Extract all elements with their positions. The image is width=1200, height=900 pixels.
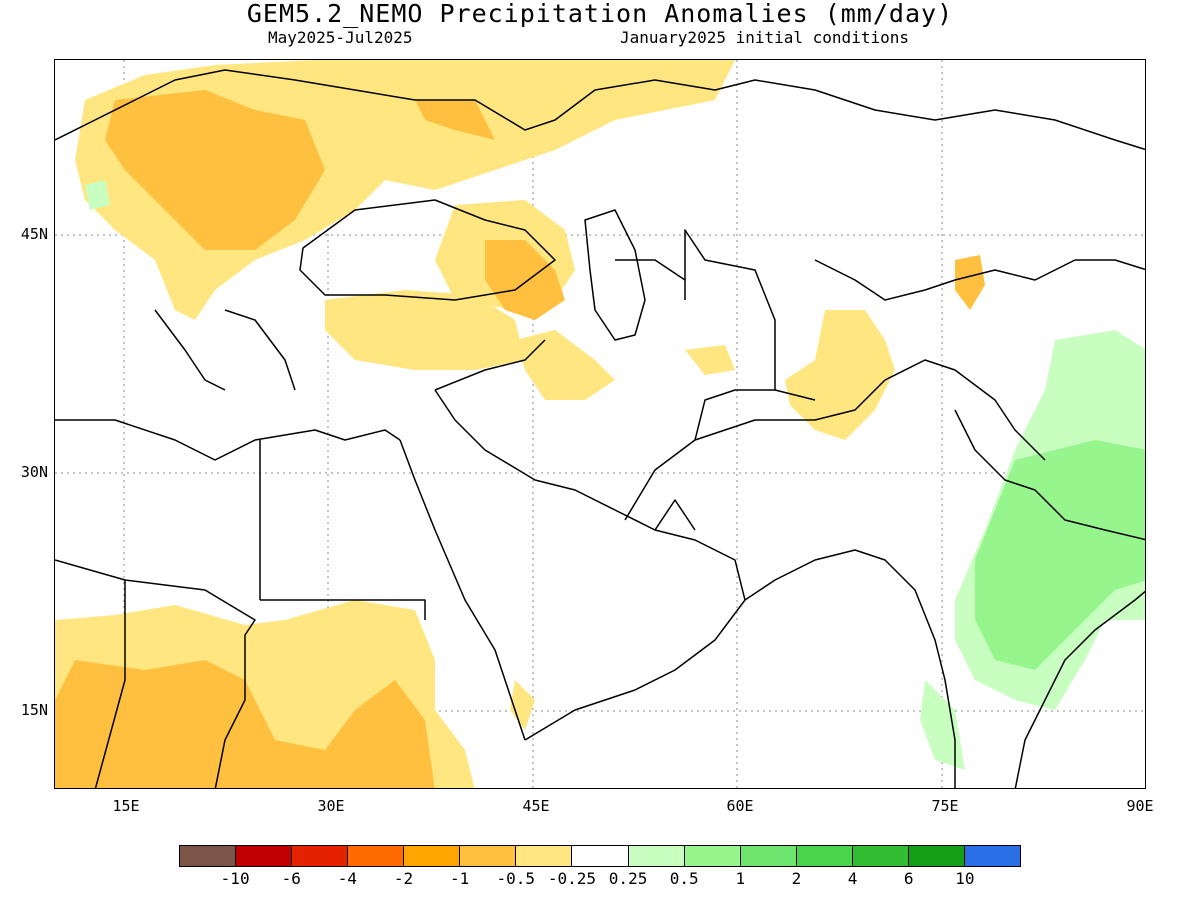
color-swatch-5 [460,846,517,866]
color-legend-tick: 2 [791,869,802,888]
color-swatch-7 [572,846,629,866]
color-legend-tick: -1 [450,869,470,888]
color-legend-tick: 0.5 [669,869,699,888]
map-title: GEM5.2_NEMO Precipitation Anomalies (mm/… [246,0,954,28]
color-swatch-3 [348,846,405,866]
color-legend-tick: -6 [281,869,301,888]
lat-label-15n: 15N [20,701,48,719]
lon-label-75e: 75E [931,797,959,815]
color-swatch-11 [796,846,853,866]
wet-anomaly-medium [975,440,1145,670]
color-legend-tick: -10 [220,869,250,888]
color-legend-tick: -0.5 [496,869,536,888]
color-swatch-0 [180,846,237,866]
lat-label-30n: 30N [20,463,48,481]
color-legend-bar [179,845,1021,867]
color-legend-tick: 1 [735,869,746,888]
lon-label-60e: 60E [726,797,754,815]
color-legend-tick: 6 [903,869,914,888]
initial-conditions: January2025 initial conditions [620,28,909,47]
dry-anomaly-medium [55,90,985,788]
color-swatch-6 [516,846,573,866]
lon-label-30e: 30E [317,797,345,815]
color-legend-tick: 0.25 [608,869,648,888]
lon-label-15e: 15E [112,797,140,815]
color-swatch-9 [684,846,741,866]
color-legend-tick: 4 [847,869,858,888]
color-legend-tick: -4 [337,869,358,888]
color-swatch-14 [964,846,1020,866]
color-legend-tick: -2 [393,869,414,888]
color-legend-tick: -0.25 [547,869,597,888]
lon-label-45e: 45E [522,797,550,815]
color-legend-tick: 10 [955,869,975,888]
color-swatch-10 [740,846,797,866]
map-area [54,59,1146,789]
color-swatch-4 [404,846,461,866]
lon-label-90e: 90E [1126,797,1154,815]
color-swatch-13 [908,846,965,866]
color-swatch-12 [852,846,909,866]
forecast-period: May2025-Jul2025 [268,28,413,47]
color-swatch-1 [236,846,293,866]
lat-label-45n: 45N [20,225,48,243]
map-canvas [55,60,1145,788]
color-swatch-2 [292,846,349,866]
color-swatch-8 [628,846,685,866]
coastlines [55,69,1145,788]
